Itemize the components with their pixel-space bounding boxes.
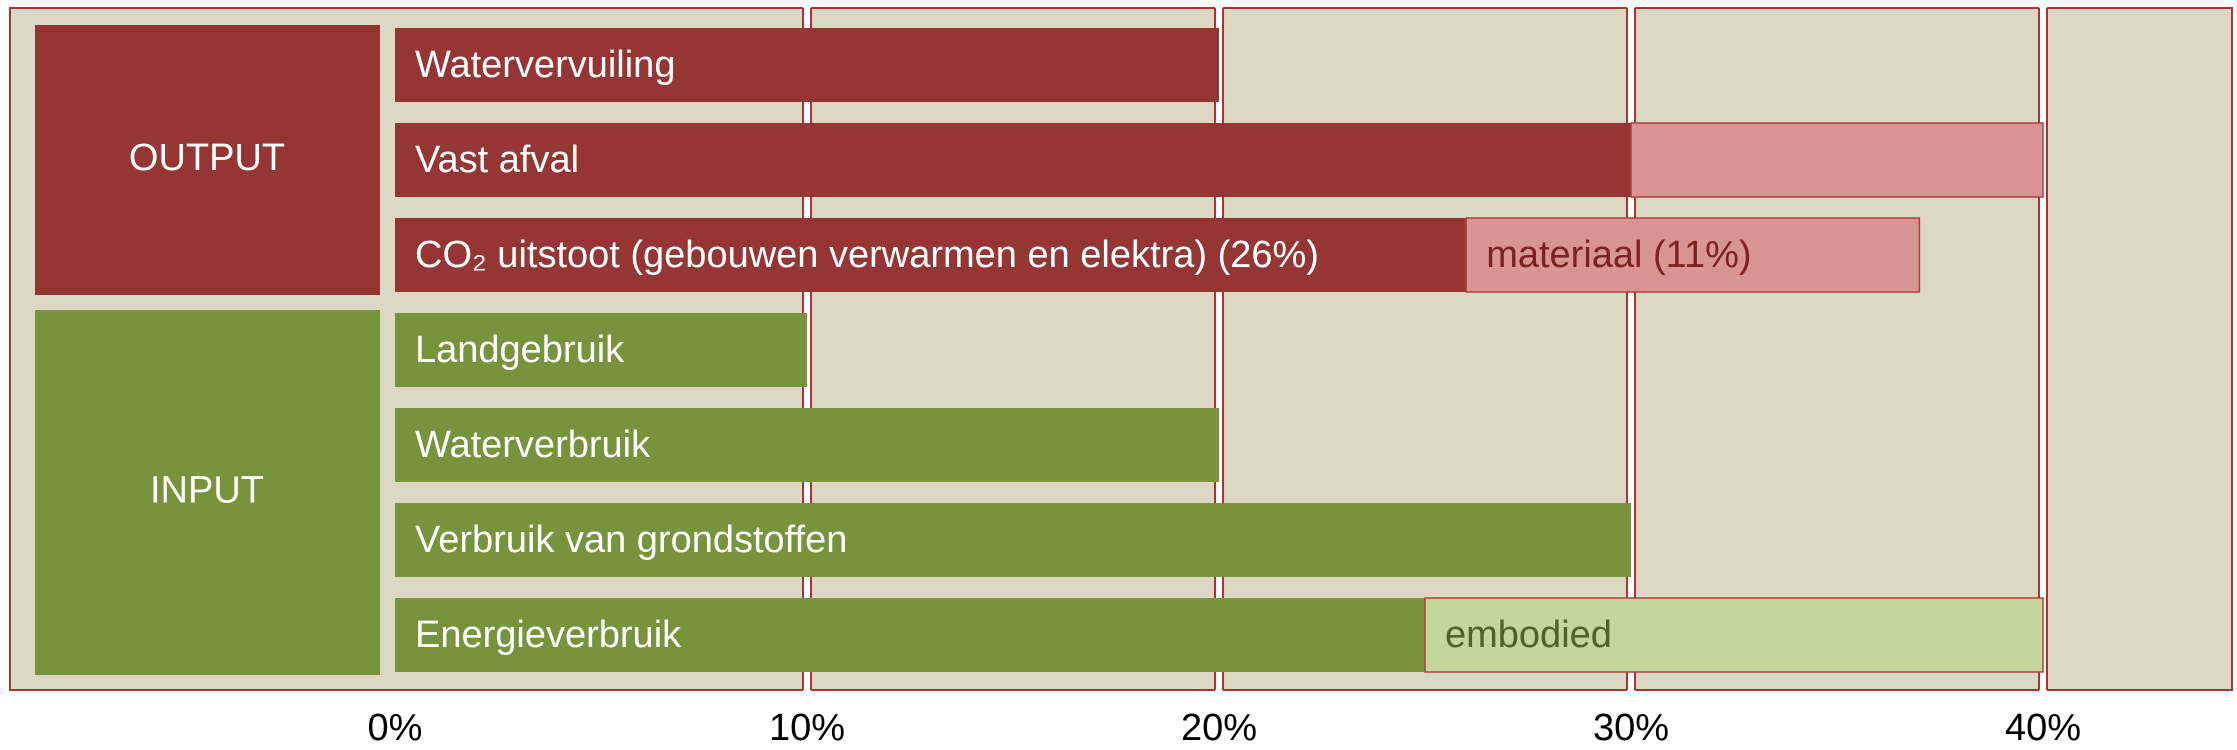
grid-line	[2039, 4, 2047, 694]
category-label: Waterverbruik	[415, 424, 651, 466]
category-label: Energieverbruik	[415, 614, 682, 656]
group-box	[35, 310, 380, 675]
category-label: Vast afval	[415, 139, 579, 181]
group-label: OUTPUT	[129, 137, 285, 179]
x-tick-label: 0%	[368, 707, 423, 749]
bar	[395, 598, 1425, 672]
bar	[395, 218, 1467, 292]
bar	[1424, 597, 2044, 673]
bar	[395, 408, 1219, 482]
bar	[1630, 122, 2044, 198]
category-label: CO₂ uitstoot (gebouwen verwarmen en elek…	[415, 234, 1319, 276]
category-label: Verbruik van grondstoffen	[415, 519, 847, 561]
x-tick-label: 30%	[1593, 707, 1669, 749]
bar	[395, 313, 807, 387]
group-box	[35, 25, 380, 295]
category-label: Landgebruik	[415, 329, 625, 371]
grid-line	[1627, 4, 1635, 694]
category-label: Watervervuiling	[415, 44, 675, 86]
group-label: INPUT	[150, 470, 264, 512]
bar	[1465, 217, 1921, 293]
bar	[395, 28, 1219, 102]
bar-label: materiaal (11%)	[1486, 234, 1751, 276]
x-tick-label: 20%	[1181, 707, 1257, 749]
bar-label: embodied	[1445, 614, 1612, 656]
bar	[395, 503, 1631, 577]
grid-line	[1215, 4, 1223, 694]
x-tick-label: 10%	[769, 707, 845, 749]
bar	[395, 123, 1631, 197]
x-tick-label: 40%	[2005, 707, 2081, 749]
